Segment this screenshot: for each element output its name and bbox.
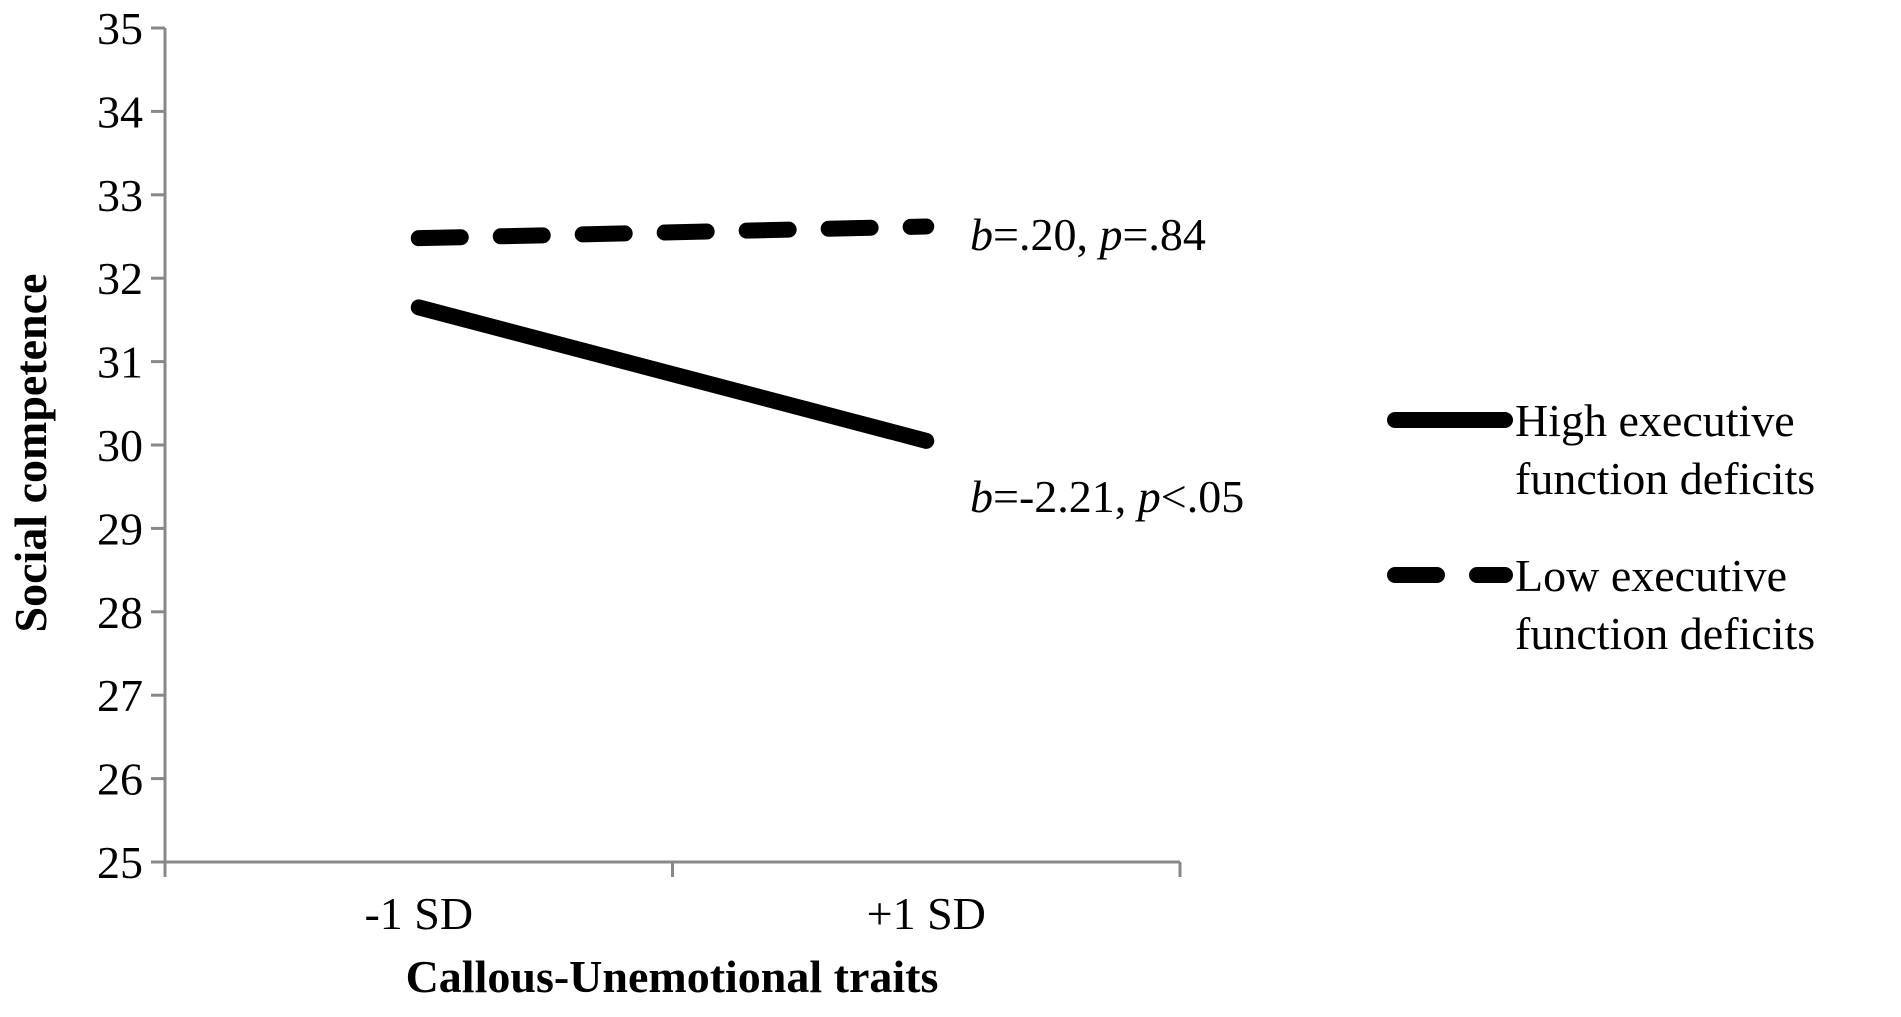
- series-line-low: [410, 218, 935, 247]
- y-tick-label: 28: [97, 587, 143, 638]
- x-tick-label: +1 SD: [867, 888, 986, 939]
- annotations: b=-2.21, p<.05 b=.20, p=.84: [970, 209, 1244, 522]
- y-tick-label: 32: [97, 253, 143, 304]
- y-tick-label: 35: [97, 3, 143, 54]
- y-tick-label: 27: [97, 670, 143, 721]
- y-tick-label: 25: [97, 837, 143, 888]
- axes: [163, 28, 1180, 864]
- y-tick-label: 29: [97, 503, 143, 554]
- y-tick-label: 31: [97, 337, 143, 388]
- series: [410, 218, 935, 449]
- legend: High executive function deficits Low execu…: [1387, 395, 1815, 659]
- y-tick-label: 30: [97, 420, 143, 471]
- annotation-low: b=.20, p=.84: [970, 209, 1206, 260]
- x-tick-label: -1 SD: [364, 888, 473, 939]
- y-tick-label: 33: [97, 170, 143, 221]
- x-axis-title: Callous-Unemotional traits: [406, 951, 939, 1002]
- y-tick-label: 26: [97, 754, 143, 805]
- series-line-high: [410, 299, 935, 449]
- y-axis-title: Social competence: [5, 274, 56, 633]
- annotation-high: b=-2.21, p<.05: [970, 471, 1244, 522]
- y-tick-label: 34: [97, 86, 143, 137]
- legend-label-high: High executive function deficits: [1515, 395, 1815, 504]
- legend-label-low: Low executive function deficits: [1515, 550, 1815, 659]
- ticks: 25 26 27 28 29 30 31 32 33 34 35 -1 SD +1 SD: [97, 3, 1182, 939]
